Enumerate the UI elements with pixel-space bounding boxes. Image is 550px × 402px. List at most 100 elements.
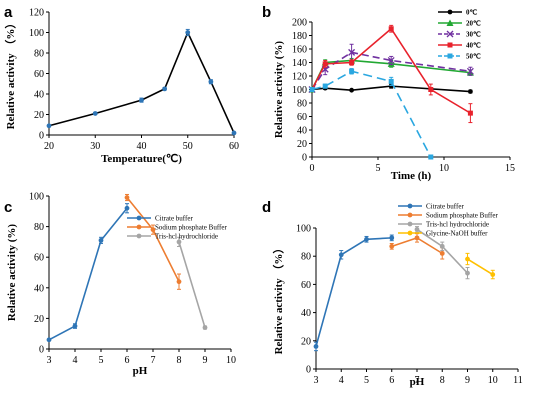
series-line	[178, 241, 206, 328]
y-tick-label: 60	[34, 253, 44, 264]
data-point	[468, 89, 473, 94]
y-tick-label: 60	[34, 69, 44, 80]
legend-marker	[407, 203, 413, 209]
series-citrate-buffer	[46, 203, 130, 343]
y-axis-label: Relative activity (%)	[6, 224, 18, 321]
x-tick-label: 8	[440, 375, 445, 386]
data-point	[349, 87, 354, 93]
y-tick-label: 120	[29, 8, 44, 19]
x-tick-label: 60	[229, 141, 239, 152]
data-point	[428, 154, 434, 160]
legend-label: Glycine-NaOH buffer	[426, 230, 488, 238]
panel-letter-c: c	[4, 199, 12, 216]
data-point-b	[466, 67, 474, 75]
data-point	[176, 239, 182, 245]
data-point	[465, 256, 470, 262]
series-line	[467, 258, 494, 276]
y-tick-label: 100	[292, 85, 307, 96]
legend-label: Sodium phosphate Buffer	[426, 212, 498, 220]
panel-letter-b: b	[262, 4, 271, 21]
data-point	[349, 60, 355, 65]
series-sodium-phosphate-buffer	[389, 233, 445, 260]
x-tick-label: 10	[226, 355, 236, 366]
data-point	[322, 61, 328, 67]
legend-label: 20℃	[466, 20, 481, 28]
y-tick-label: 20	[34, 110, 44, 121]
data-point	[162, 86, 168, 92]
x-tick-label: 5	[99, 355, 104, 366]
y-tick-label: 80	[34, 49, 44, 60]
data-point	[490, 272, 496, 277]
chart-b: b 0 5 10 15 0 20 40 60 80 100 120 140 160 180 200 Time (…	[262, 4, 515, 182]
data-point	[202, 325, 208, 330]
data-point	[150, 227, 156, 233]
data-point	[414, 235, 420, 241]
y-tick-label: 60	[301, 280, 311, 291]
legend-marker	[446, 19, 454, 26]
legend-marker	[447, 53, 453, 59]
y-tick-label: 40	[34, 90, 44, 101]
series-glycine-naoh-buffer	[465, 252, 496, 280]
y-tick-label: 200	[292, 18, 307, 29]
x-axis-label: pH	[410, 376, 425, 388]
data-point-b	[387, 57, 395, 64]
x-tick-label: 50	[183, 141, 193, 152]
legend-marker	[407, 212, 413, 218]
data-point	[414, 227, 420, 232]
y-tick-label: 0	[306, 365, 311, 376]
x-tick-label: 0	[310, 163, 315, 174]
y-tick-label: 100	[296, 224, 311, 235]
y-tick-label: 100	[29, 28, 44, 39]
x-tick-label: 10	[439, 163, 449, 174]
data-point	[428, 87, 434, 92]
x-tick-label: 9	[465, 375, 470, 386]
legend-label: 50℃	[466, 53, 481, 61]
legend-label: 40℃	[466, 42, 481, 50]
data-point	[231, 130, 237, 136]
data-point	[364, 236, 369, 242]
data-point	[72, 323, 78, 329]
data-point	[124, 195, 130, 200]
y-tick-label: 40	[297, 126, 307, 137]
y-axis-label: Relative activity （%）	[4, 18, 17, 130]
data-point	[322, 83, 328, 89]
x-tick-label: 7	[415, 375, 420, 386]
data-point	[389, 243, 395, 249]
x-tick-label: 6	[125, 355, 130, 366]
y-tick-label: 180	[292, 31, 307, 42]
x-tick-label: 40	[137, 141, 147, 152]
x-tick-label: 3	[314, 375, 319, 386]
series-40-	[309, 24, 473, 124]
x-tick-label: 9	[203, 355, 208, 366]
y-tick-label: 40	[34, 283, 44, 294]
legend-label: Tris-hcl hydrochloride	[155, 233, 218, 241]
legend-marker-b	[446, 30, 454, 38]
y-tick-label: 20	[297, 139, 307, 150]
x-tick-label: 4	[339, 375, 344, 386]
x-tick-label: 10	[488, 375, 498, 386]
y-tick-label: 140	[292, 58, 307, 69]
legend-marker	[136, 224, 142, 230]
y-tick-label: 20	[34, 314, 44, 325]
x-tick-label: 5	[376, 163, 381, 174]
x-axis-label: Temperature(℃)	[101, 153, 182, 165]
data-point	[98, 237, 104, 243]
x-tick-label: 20	[44, 141, 54, 152]
series-line	[48, 207, 128, 341]
y-tick-label: 80	[301, 252, 311, 263]
y-axis-label: Relative activity （%）	[272, 243, 285, 355]
data-point	[439, 243, 445, 249]
x-tick-label: 3	[47, 355, 52, 366]
x-tick-label: 11	[513, 375, 523, 386]
series-line	[48, 30, 235, 134]
legend-marker	[407, 221, 413, 227]
legend-label: Tris-hcl hydrochloride	[426, 221, 489, 229]
data-point	[124, 205, 130, 211]
chart-d: d 3 4 5 6 7 8 9 10 11 0 20 40 60 80 100 pH Relative activ…	[262, 199, 523, 388]
y-tick-label: 120	[292, 72, 307, 83]
data-point	[208, 79, 214, 85]
x-tick-label: 6	[389, 375, 394, 386]
series-line	[315, 237, 392, 347]
y-axis-label: Relative activity (%)	[273, 41, 285, 138]
legend-marker	[407, 230, 413, 236]
